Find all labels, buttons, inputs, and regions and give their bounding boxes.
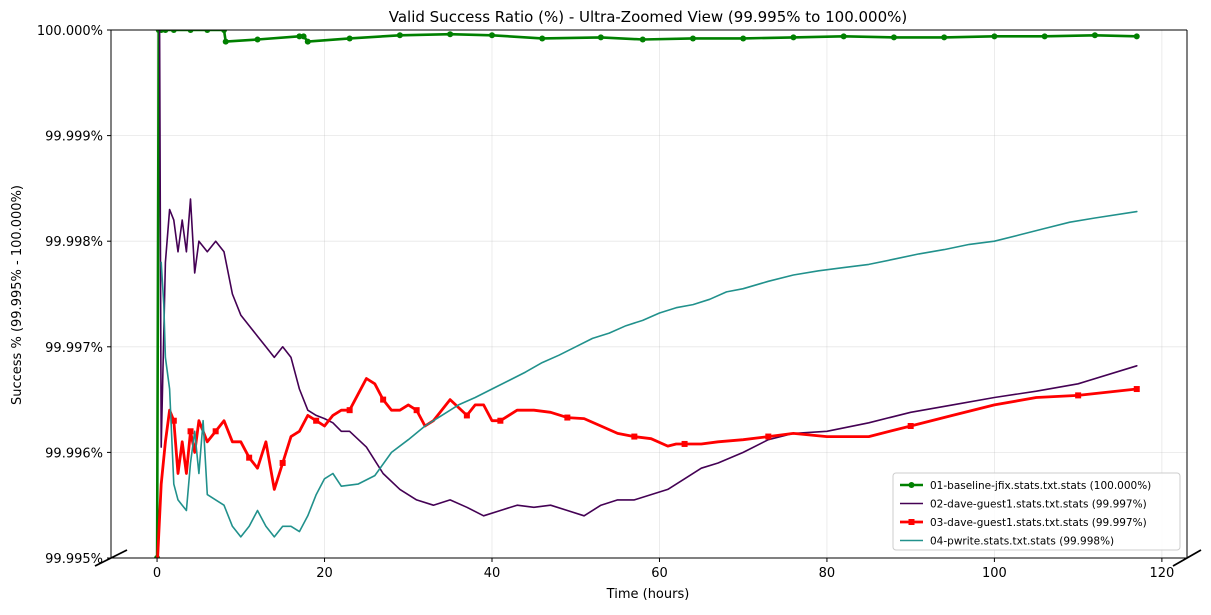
x-tick-label: 0 bbox=[153, 566, 161, 581]
y-tick-label: 99.997% bbox=[45, 341, 103, 356]
series-point bbox=[689, 35, 696, 42]
legend-marker bbox=[908, 482, 915, 488]
axes: 0 20 40 60 80 100 120 99.995% 99.996% 99.997% 99.9… bbox=[37, 24, 1202, 581]
series-point bbox=[1133, 386, 1140, 393]
series-point bbox=[346, 35, 353, 42]
series-point bbox=[488, 32, 495, 39]
x-tick-label: 20 bbox=[316, 566, 333, 581]
series-point bbox=[222, 38, 229, 45]
series-layer bbox=[154, 30, 1140, 558]
series-point bbox=[890, 34, 897, 41]
series-point bbox=[1041, 33, 1048, 40]
series-point bbox=[204, 30, 211, 33]
y-tick-label: 99.995% bbox=[45, 552, 103, 567]
series-point bbox=[447, 31, 454, 38]
series-point bbox=[396, 32, 403, 39]
series-line-2 bbox=[158, 30, 1138, 517]
series-point bbox=[304, 38, 311, 45]
series-point bbox=[740, 35, 747, 42]
series-point bbox=[497, 417, 504, 424]
series-point bbox=[1133, 33, 1140, 40]
axis-break-right bbox=[1172, 549, 1202, 567]
legend-label: 01-baseline-jfix.stats.txt.stats (100.00… bbox=[930, 480, 1151, 492]
series-point bbox=[907, 423, 914, 429]
series-point bbox=[1091, 32, 1098, 39]
y-tick-label: 99.996% bbox=[45, 446, 103, 461]
x-tick-label: 100 bbox=[982, 566, 1007, 581]
x-axis-label: Time (hours) bbox=[606, 587, 690, 602]
y-tick-label: 99.999% bbox=[45, 130, 103, 145]
series-point bbox=[991, 33, 998, 40]
series-point bbox=[170, 30, 177, 33]
series-point bbox=[279, 459, 286, 466]
x-tick-label: 120 bbox=[1149, 566, 1174, 581]
x-tick-label: 40 bbox=[484, 566, 501, 581]
series-point bbox=[187, 428, 194, 435]
y-tick-label: 100.000% bbox=[37, 24, 103, 39]
series-point bbox=[313, 417, 320, 424]
series-point bbox=[765, 433, 772, 440]
series-point bbox=[463, 412, 470, 419]
series-point bbox=[413, 407, 420, 414]
series-point bbox=[790, 34, 797, 41]
y-axis-label: Success % (99.995% - 100.000%) bbox=[10, 185, 25, 405]
series-point bbox=[380, 396, 387, 403]
series-point bbox=[170, 417, 177, 424]
x-tick-label: 80 bbox=[819, 566, 836, 581]
series-point bbox=[346, 407, 353, 414]
series-point bbox=[187, 30, 194, 33]
series-point bbox=[254, 36, 261, 43]
series-point bbox=[631, 433, 638, 440]
chart-title: Valid Success Ratio (%) - Ultra-Zoomed V… bbox=[389, 8, 908, 26]
legend: 01-baseline-jfix.stats.txt.stats (100.00… bbox=[892, 472, 1181, 551]
series-point bbox=[597, 34, 604, 41]
series-point bbox=[296, 33, 303, 40]
legend-box bbox=[892, 472, 1181, 551]
series-line-3 bbox=[156, 377, 1139, 558]
x-tick-label: 60 bbox=[651, 566, 668, 581]
series-point bbox=[941, 34, 948, 41]
series-line-1 bbox=[155, 30, 1139, 558]
series-point bbox=[162, 30, 169, 33]
series-point bbox=[300, 33, 307, 40]
series-point bbox=[564, 414, 571, 421]
series-point bbox=[221, 30, 228, 33]
legend-label: 03-dave-guest1.stats.txt.stats (99.997%) bbox=[930, 517, 1147, 529]
series-point bbox=[681, 440, 688, 447]
legend-label: 02-dave-guest1.stats.txt.stats (99.997%) bbox=[930, 499, 1147, 511]
series-point bbox=[539, 35, 546, 42]
y-tick-label: 99.998% bbox=[45, 235, 103, 250]
series-point bbox=[212, 428, 219, 435]
series-point bbox=[1075, 392, 1082, 399]
series-line-4 bbox=[160, 210, 1138, 538]
series-point bbox=[840, 33, 847, 40]
series-point bbox=[639, 36, 646, 43]
legend-label: 04-pwrite.stats.txt.stats (99.998%) bbox=[930, 536, 1114, 548]
legend-marker bbox=[908, 519, 915, 525]
series-point bbox=[246, 454, 253, 461]
